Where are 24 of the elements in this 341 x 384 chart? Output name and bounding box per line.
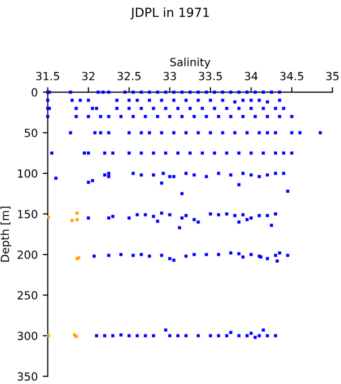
y-tick-label: 300	[18, 332, 38, 340]
point	[47, 216, 50, 219]
x-tick-label: 31.5	[36, 72, 60, 80]
y-tick-label: 250	[18, 291, 38, 300]
point	[75, 218, 79, 222]
x-tick-label: 33	[164, 72, 176, 80]
x-tick-label: 34	[244, 72, 258, 80]
x-tick-label: 34.5	[280, 72, 304, 80]
y-axis-title: Depth [m]	[0, 206, 12, 262]
x-tick-label: 32.5	[118, 72, 140, 80]
x-tick-label: 32	[82, 72, 94, 80]
point	[47, 334, 50, 338]
x-tick-label: 35	[326, 72, 339, 80]
y-tick-label: 150	[18, 210, 38, 218]
x-axis-title: Salinity	[170, 58, 210, 68]
chart-title: JDPL in 1971	[130, 7, 209, 20]
y-tick-label: 200	[18, 250, 38, 259]
y-tick-label: 100	[18, 169, 38, 178]
point	[70, 218, 74, 222]
y-tick-label: 350	[18, 372, 38, 381]
y-tick-label: 50	[24, 128, 38, 138]
y-tick-label: 0	[32, 88, 38, 97]
point	[75, 212, 79, 215]
x-tick-label: 33.5	[198, 72, 222, 80]
